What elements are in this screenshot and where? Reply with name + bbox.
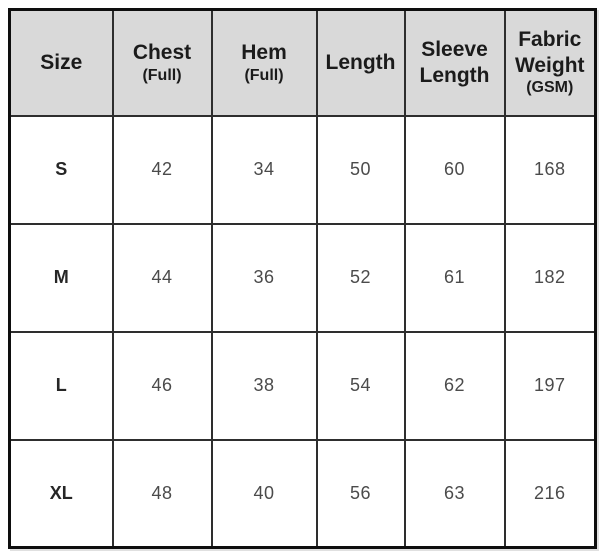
length-cell: 50 <box>315 114 406 225</box>
size-cell: S <box>8 114 114 225</box>
sleeve-length-cell: 61 <box>403 222 506 333</box>
column-header-chest: Chest (Full) <box>111 8 213 117</box>
column-header-label: Fabric Weight <box>514 28 585 77</box>
column-header-hem: Hem (Full) <box>210 8 318 117</box>
hem-cell: 40 <box>210 438 318 549</box>
column-header-length: Length <box>315 8 406 117</box>
fabric-weight-cell: 216 <box>503 438 597 549</box>
fabric-weight-cell: 168 <box>503 114 597 225</box>
column-header-sublabel: (Full) <box>244 66 284 84</box>
hem-cell: 36 <box>210 222 318 333</box>
chest-cell: 42 <box>111 114 213 225</box>
hem-cell: 38 <box>210 330 318 441</box>
column-header-sleeve-length: Sleeve Length <box>403 8 506 117</box>
column-header-label: Length <box>325 50 396 74</box>
chest-cell: 44 <box>111 222 213 333</box>
size-cell: M <box>8 222 114 333</box>
table-row-s: S 42 34 50 60 168 <box>8 114 597 225</box>
sleeve-length-cell: 60 <box>403 114 506 225</box>
size-cell: XL <box>8 438 114 549</box>
size-cell: L <box>8 330 114 441</box>
table-row-m: M 44 36 52 61 182 <box>8 222 597 333</box>
table-body: S 42 34 50 60 168 M 44 36 52 61 182 L 46… <box>8 114 597 549</box>
table-row-l: L 46 38 54 62 197 <box>8 330 597 441</box>
column-header-label: Chest <box>132 40 192 64</box>
chest-cell: 48 <box>111 438 213 549</box>
sleeve-length-cell: 62 <box>403 330 506 441</box>
fabric-weight-cell: 197 <box>503 330 597 441</box>
column-header-sublabel: (Full) <box>142 66 182 84</box>
column-header-label: Hem <box>241 40 287 64</box>
length-cell: 52 <box>315 222 406 333</box>
column-header-sublabel: (GSM) <box>526 79 574 97</box>
fabric-weight-cell: 182 <box>503 222 597 333</box>
table-header: Size Chest (Full) Hem (Full) Length Slee… <box>8 8 597 117</box>
header-row: Size Chest (Full) Hem (Full) Length Slee… <box>8 8 597 117</box>
table-row-xl: XL 48 40 56 63 216 <box>8 438 597 549</box>
length-cell: 56 <box>315 438 406 549</box>
column-header-label: Size <box>40 50 83 74</box>
column-header-size: Size <box>8 8 114 117</box>
hem-cell: 34 <box>210 114 318 225</box>
length-cell: 54 <box>315 330 406 441</box>
size-chart-table: Size Chest (Full) Hem (Full) Length Slee… <box>8 8 597 549</box>
column-header-fabric-weight: Fabric Weight (GSM) <box>503 8 597 117</box>
sleeve-length-cell: 63 <box>403 438 506 549</box>
chest-cell: 46 <box>111 330 213 441</box>
column-header-label: Sleeve Length <box>419 38 490 87</box>
